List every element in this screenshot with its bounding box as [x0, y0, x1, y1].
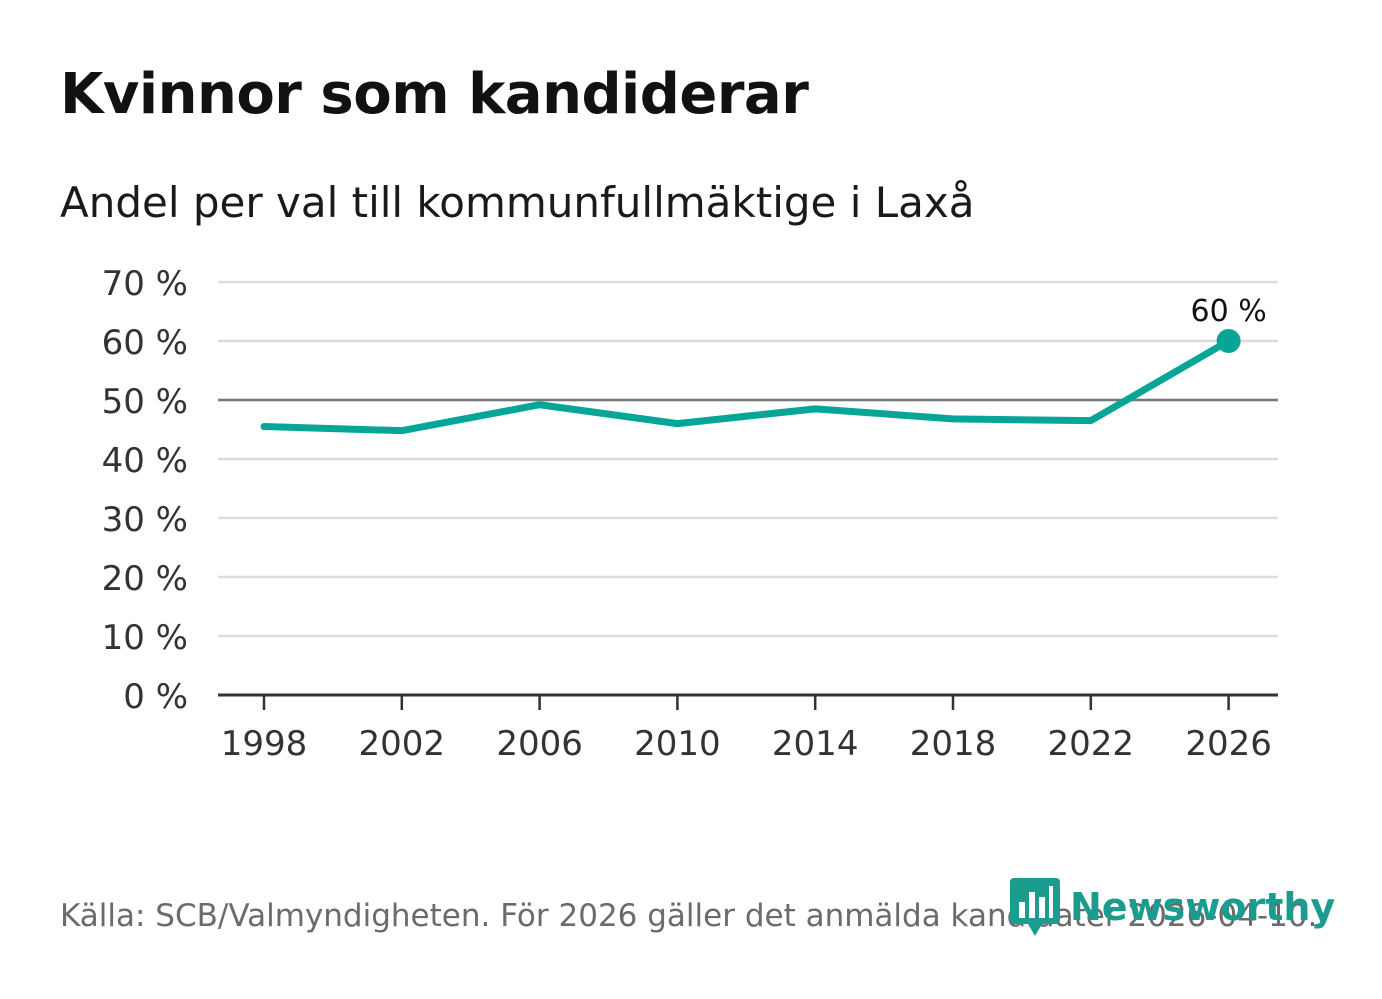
y-tick-label: 50 %: [102, 382, 188, 422]
x-tick-label: 2006: [496, 724, 583, 764]
chart-title: Kvinnor som kandiderar: [60, 62, 809, 127]
data-label: 60 %: [1190, 294, 1266, 329]
x-tick-label: 2022: [1048, 724, 1135, 764]
y-tick-label: 0 %: [123, 677, 188, 717]
chart-subtitle: Andel per val till kommunfullmäktige i L…: [60, 178, 975, 227]
line-chart: 0 % 10 % 20 % 30 % 40 % 50 % 60 % 70 % 1998 2002…: [102, 264, 1278, 764]
y-tick-label: 30 %: [102, 500, 188, 540]
x-tick-label: 1998: [221, 724, 308, 764]
x-tick-label: 2014: [772, 724, 859, 764]
y-tick-label: 60 %: [102, 323, 188, 363]
y-tick-label: 40 %: [102, 441, 188, 481]
y-tick-label: 20 %: [102, 559, 188, 599]
x-tick-label: 2026: [1185, 724, 1272, 764]
source-note: Källa: SCB/Valmyndigheten. För 2026 gäll…: [60, 898, 1318, 934]
bar-chart-icon: [1010, 878, 1060, 936]
x-tick-label: 2010: [634, 724, 721, 764]
y-axis-ticks: 0 % 10 % 20 % 30 % 40 % 50 % 60 % 70 %: [102, 264, 188, 717]
brand-name: Newsworthy: [1070, 885, 1336, 929]
grid-lines: [218, 280, 1278, 638]
highlight-point: [1216, 329, 1241, 353]
y-tick-label: 10 %: [102, 618, 188, 658]
data-series: 60 %: [260, 294, 1267, 435]
x-tick-label: 2002: [359, 724, 446, 764]
x-axis: 1998 2002 2006 2010 2014 2018 2022 2026: [218, 693, 1278, 764]
x-tick-label: 2018: [910, 724, 997, 764]
brand-logo: Newsworthy: [1010, 878, 1335, 936]
series-line: [260, 337, 1233, 435]
y-tick-label: 70 %: [102, 264, 188, 304]
